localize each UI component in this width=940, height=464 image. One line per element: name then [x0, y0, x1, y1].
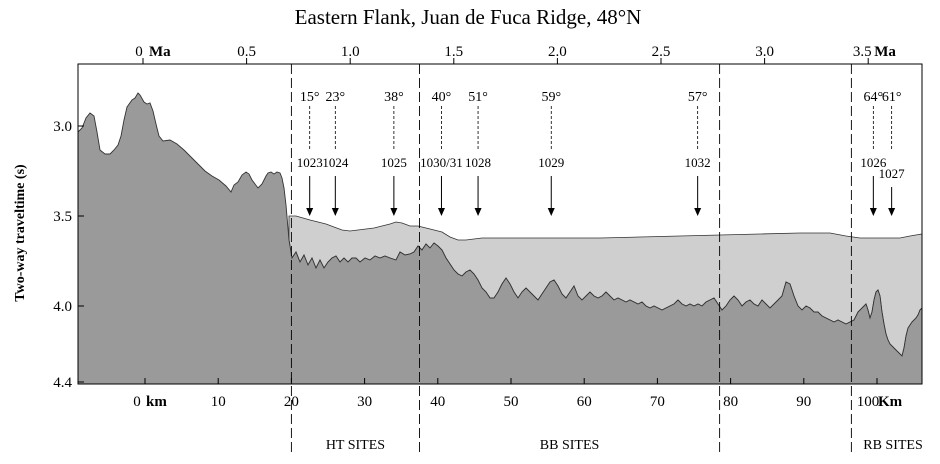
distance-tick-label: 100	[857, 394, 880, 410]
site-id: 1030/31	[420, 155, 463, 170]
age-axis: 0 0.5 1.0 1.5 2.0 2.5 3.0 3.5Ma Ma	[135, 44, 896, 64]
site-markers: 15° 1023 23° 1024 38° 1025 40° 1030/31 51° 1028 59…	[297, 90, 905, 216]
site-temperature: 57°	[688, 90, 708, 105]
age-tick-label: 3.0	[755, 44, 774, 60]
zone-label: RB SITES	[863, 438, 923, 453]
distance-unit-left: km	[146, 394, 167, 410]
traveltime-axis: 3.0 3.5 4.0 4.4	[53, 119, 84, 391]
site-arrow-head	[390, 208, 398, 216]
figure-title: Eastern Flank, Juan de Fuca Ridge, 48°N	[295, 5, 642, 29]
distance-tick-label: 0	[133, 394, 141, 410]
zone-label: HT SITES	[326, 438, 385, 453]
site-id: 1032	[685, 155, 711, 170]
site-id: 1028	[465, 155, 491, 170]
site-arrow-head	[474, 208, 482, 216]
site-id: 1023	[297, 155, 323, 170]
distance-unit-right: Km	[878, 394, 903, 410]
age-tick-label: 2.5	[652, 44, 671, 60]
site-arrow-head	[694, 208, 702, 216]
zone-boundaries	[290, 64, 852, 452]
site-arrow-head	[306, 208, 314, 216]
site-id: 1025	[381, 155, 407, 170]
age-tick-label: 1.5	[444, 44, 463, 60]
age-tick-label: 2.0	[548, 44, 567, 60]
distance-tick-label: 30	[357, 394, 372, 410]
y-axis-label: Two-way traveltime (s)	[13, 164, 28, 302]
distance-tick-label: 40	[430, 394, 445, 410]
age-tick-label: 3.5	[853, 44, 872, 60]
traveltime-tick-label: 3.5	[53, 209, 72, 225]
zone-labels: HT SITES BB SITES RB SITES	[326, 438, 923, 453]
site-temperature: 38°	[384, 90, 404, 105]
site-arrow-head	[437, 208, 445, 216]
seismic-profile	[77, 63, 923, 385]
site-id: 1027	[879, 166, 906, 181]
site-id: 1024	[322, 155, 349, 170]
age-tick-label: 0.5	[237, 44, 256, 60]
distance-axis: 0 10 20 30 40 50 60 70 80 90 100 km Km	[133, 378, 903, 410]
age-unit-right: Ma	[874, 44, 896, 60]
zone-label: BB SITES	[540, 438, 600, 453]
age-unit-left: Ma	[149, 44, 171, 60]
age-tick-label: 1.0	[341, 44, 360, 60]
distance-tick-label: 80	[723, 394, 738, 410]
site-temperature: 64°	[864, 90, 884, 105]
site-temperature: 59°	[541, 90, 561, 105]
site-id: 1029	[538, 155, 564, 170]
traveltime-tick-label: 4.0	[53, 299, 72, 315]
site-arrow-head	[869, 208, 877, 216]
traveltime-tick-label: 3.0	[53, 119, 72, 135]
plot-frame	[77, 63, 923, 385]
site-id: 1026	[860, 155, 887, 170]
distance-tick-label: 10	[211, 394, 226, 410]
site-temperature: 51°	[468, 90, 488, 105]
age-tick-label: 0	[135, 44, 143, 60]
site-temperature: 15°	[300, 90, 320, 105]
distance-tick-label: 20	[284, 394, 299, 410]
distance-tick-label: 70	[650, 394, 665, 410]
distance-tick-label: 90	[796, 394, 811, 410]
distance-tick-label: 50	[504, 394, 519, 410]
distance-tick-label: 60	[577, 394, 592, 410]
basement-layer	[77, 92, 923, 385]
site-arrow-head	[331, 208, 339, 216]
site-temperature: 23°	[326, 90, 346, 105]
site-temperature: 61°	[882, 90, 902, 105]
site-arrow-head	[888, 208, 896, 216]
site-arrow-head	[547, 208, 555, 216]
traveltime-tick-label: 4.4	[53, 375, 72, 391]
site-temperature: 40°	[432, 90, 452, 105]
